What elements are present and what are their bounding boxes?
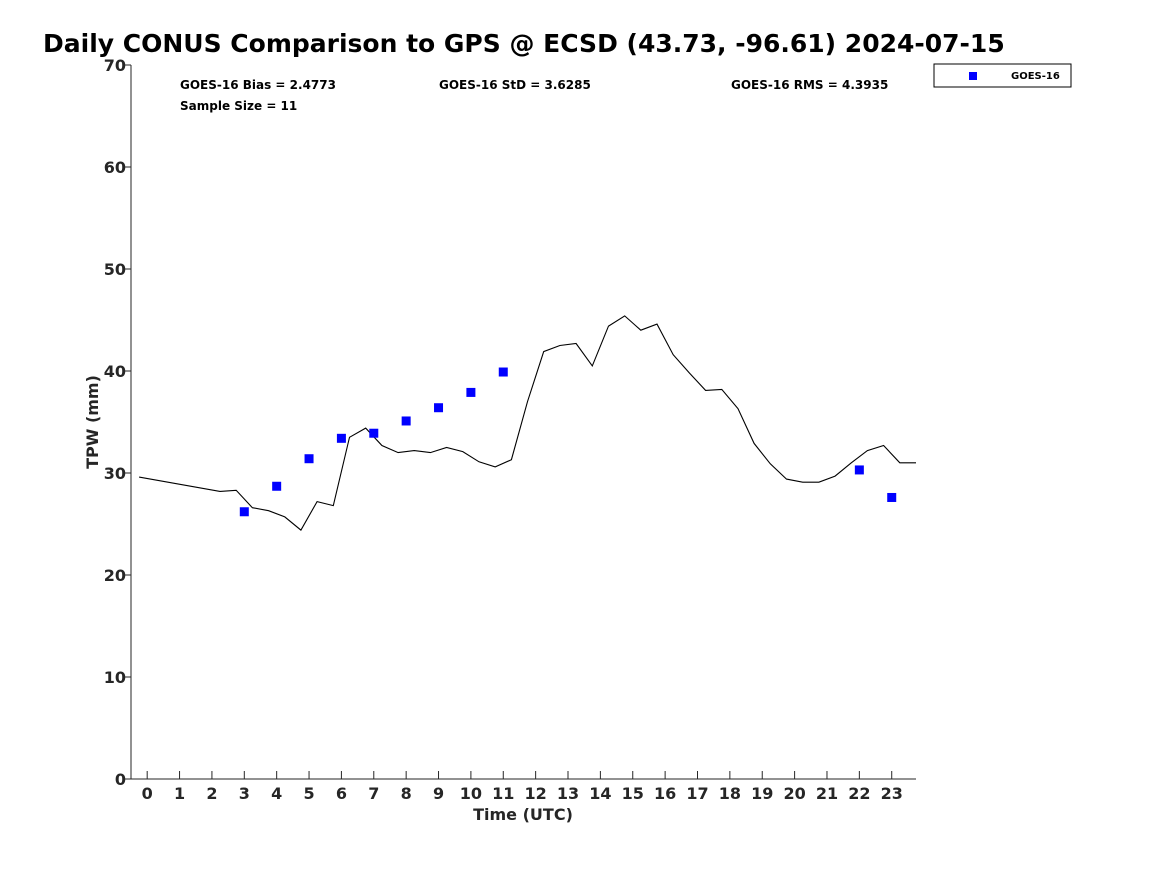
x-tick-label: 9 bbox=[433, 784, 444, 803]
bias-stat: GOES-16 Bias = 2.4773 bbox=[180, 78, 336, 92]
x-tick-label: 20 bbox=[783, 784, 805, 803]
goes16-data-point bbox=[272, 481, 282, 491]
x-axis: 0 1 2 3 4 5 6 7 8 9 10 11 12 13 14 15 16 17 18 19 20 21 22 23 bbox=[142, 771, 903, 803]
x-tick-label: 5 bbox=[303, 784, 314, 803]
x-tick-label: 2 bbox=[206, 784, 217, 803]
x-tick-label: 22 bbox=[848, 784, 870, 803]
x-tick-label: 6 bbox=[336, 784, 347, 803]
x-tick-label: 3 bbox=[239, 784, 250, 803]
goes16-data-point bbox=[434, 403, 444, 413]
x-tick-label: 7 bbox=[368, 784, 379, 803]
x-tick-label: 14 bbox=[589, 784, 611, 803]
y-axis: 0 10 20 30 40 50 60 70 bbox=[104, 56, 131, 789]
gps-tpw-line bbox=[139, 315, 916, 531]
x-tick-label: 17 bbox=[686, 784, 708, 803]
x-tick-label: 1 bbox=[174, 784, 185, 803]
goes16-data-point bbox=[466, 387, 476, 397]
goes16-data-point bbox=[239, 507, 249, 517]
y-tick-label: 50 bbox=[104, 260, 126, 279]
y-axis-label: TPW (mm) bbox=[83, 375, 102, 469]
legend-marker-square-icon bbox=[969, 72, 977, 80]
chart-title: Daily CONUS Comparison to GPS @ ECSD (43… bbox=[43, 29, 1005, 58]
goes16-data-point bbox=[336, 433, 346, 443]
y-tick-label: 40 bbox=[104, 362, 126, 381]
goes16-data-point bbox=[369, 428, 379, 438]
x-tick-label: 4 bbox=[271, 784, 282, 803]
goes16-data-point bbox=[854, 465, 864, 475]
legend: GOES-16 bbox=[933, 63, 1072, 88]
y-tick-label: 10 bbox=[104, 668, 126, 687]
std-stat: GOES-16 StD = 3.6285 bbox=[439, 78, 591, 92]
goes16-data-point bbox=[498, 367, 508, 377]
sample-size-stat: Sample Size = 11 bbox=[180, 99, 297, 113]
goes16-data-point bbox=[887, 492, 897, 502]
x-tick-label: 21 bbox=[816, 784, 838, 803]
goes16-data-point bbox=[304, 454, 314, 464]
goes16-data-point bbox=[401, 416, 411, 426]
x-tick-label: 19 bbox=[751, 784, 773, 803]
x-tick-label: 12 bbox=[525, 784, 547, 803]
y-tick-label: 30 bbox=[104, 464, 126, 483]
x-tick-label: 11 bbox=[492, 784, 514, 803]
y-tick-label: 20 bbox=[104, 566, 126, 585]
x-tick-label: 0 bbox=[142, 784, 153, 803]
x-tick-label: 16 bbox=[654, 784, 676, 803]
x-tick-label: 13 bbox=[557, 784, 579, 803]
legend-box bbox=[933, 63, 1072, 88]
goes16-scatter-series bbox=[239, 367, 897, 517]
y-tick-label: 70 bbox=[104, 56, 126, 75]
y-tick-label: 60 bbox=[104, 158, 126, 177]
rms-stat: GOES-16 RMS = 4.3935 bbox=[731, 78, 888, 92]
gps-line-series bbox=[139, 315, 916, 531]
y-tick-label: 0 bbox=[115, 770, 126, 789]
x-tick-label: 15 bbox=[622, 784, 644, 803]
x-tick-label: 10 bbox=[460, 784, 482, 803]
x-tick-label: 8 bbox=[401, 784, 412, 803]
legend-label-goes16: GOES-16 bbox=[1011, 71, 1060, 82]
x-tick-label: 23 bbox=[881, 784, 903, 803]
x-tick-label: 18 bbox=[719, 784, 741, 803]
x-axis-label: Time (UTC) bbox=[473, 805, 573, 824]
